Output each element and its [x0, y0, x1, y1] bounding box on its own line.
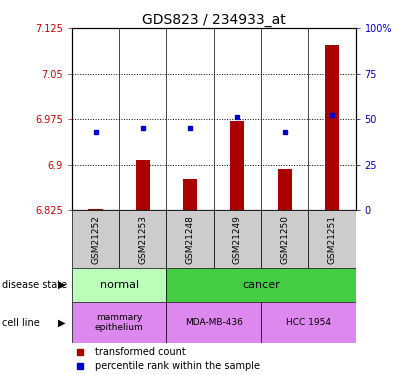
Text: GSM21248: GSM21248 — [186, 214, 194, 264]
Bar — [325, 45, 339, 210]
Text: transformed count: transformed count — [95, 347, 185, 357]
Text: mammary
epithelium: mammary epithelium — [95, 313, 143, 332]
Bar — [72, 268, 166, 302]
Text: GSM21250: GSM21250 — [280, 214, 289, 264]
Bar — [261, 210, 308, 268]
Text: cell line: cell line — [2, 318, 40, 327]
Text: GSM21253: GSM21253 — [139, 214, 147, 264]
Bar — [166, 268, 356, 302]
Text: disease state: disease state — [2, 280, 67, 290]
Bar — [136, 160, 150, 210]
Text: HCC 1954: HCC 1954 — [286, 318, 331, 327]
Text: cancer: cancer — [242, 280, 280, 290]
Bar — [88, 209, 103, 210]
Text: ▶: ▶ — [58, 318, 65, 327]
Bar — [183, 179, 197, 210]
Bar — [72, 210, 119, 268]
Bar — [166, 302, 261, 343]
Bar — [166, 210, 214, 268]
Bar — [119, 210, 166, 268]
Text: ▶: ▶ — [58, 280, 65, 290]
Bar — [230, 121, 245, 210]
Bar — [277, 170, 292, 210]
Text: GSM21251: GSM21251 — [328, 214, 336, 264]
Bar — [214, 210, 261, 268]
Title: GDS823 / 234933_at: GDS823 / 234933_at — [142, 13, 286, 27]
Text: GSM21252: GSM21252 — [91, 214, 100, 264]
Bar — [261, 302, 356, 343]
Text: percentile rank within the sample: percentile rank within the sample — [95, 361, 260, 371]
Text: GSM21249: GSM21249 — [233, 214, 242, 264]
Bar — [72, 302, 166, 343]
Text: MDA-MB-436: MDA-MB-436 — [185, 318, 242, 327]
Text: normal: normal — [99, 280, 139, 290]
Bar — [308, 210, 356, 268]
